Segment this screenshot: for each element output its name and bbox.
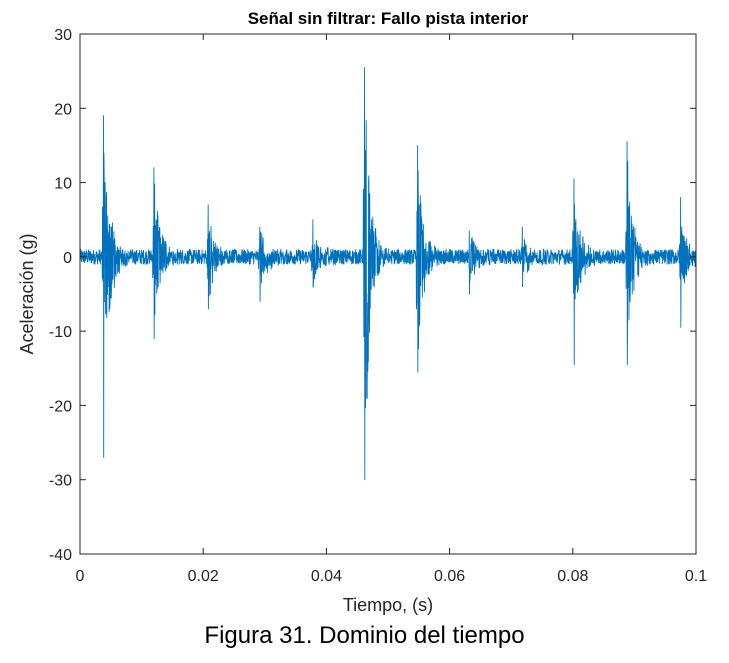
figure-caption: Figura 31. Dominio del tiempo (204, 622, 525, 649)
y-tick-label: -40 (49, 547, 72, 564)
chart: Señal sin filtrar: Fallo pista interior … (17, 9, 707, 615)
x-tick-label: 0 (76, 568, 85, 585)
plot-box (79, 33, 697, 555)
y-tick-label: -30 (49, 473, 72, 490)
y-tick-label: 0 (63, 250, 72, 267)
y-tick-label: -20 (49, 398, 72, 415)
x-axis-label: Tiempo, (s) (343, 595, 433, 615)
y-tick-label: -10 (49, 324, 72, 341)
x-tick-label: 0.1 (685, 568, 707, 585)
signal-line (79, 66, 697, 481)
x-tick-label: 0.04 (311, 568, 342, 585)
x-tick-label: 0.06 (434, 568, 465, 585)
y-tick-label: 30 (54, 27, 72, 44)
chart-title: Señal sin filtrar: Fallo pista interior (248, 9, 529, 28)
x-tick-label: 0.02 (188, 568, 219, 585)
y-tick-label: 20 (54, 101, 72, 118)
x-tick-label: 0.08 (557, 568, 588, 585)
y-tick-label: 10 (54, 176, 72, 193)
y-axis-label: Aceleración (g) (17, 233, 37, 354)
plot-area (80, 34, 696, 554)
